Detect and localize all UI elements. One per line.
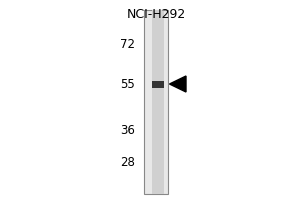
Polygon shape: [169, 76, 186, 92]
Bar: [152, 80, 164, 88]
Text: NCI-H292: NCI-H292: [126, 8, 186, 21]
Bar: [152, 10, 164, 194]
Text: 36: 36: [120, 123, 135, 136]
Bar: [144, 10, 168, 194]
Text: 55: 55: [120, 77, 135, 90]
Text: 72: 72: [120, 38, 135, 50]
Text: 28: 28: [120, 156, 135, 168]
